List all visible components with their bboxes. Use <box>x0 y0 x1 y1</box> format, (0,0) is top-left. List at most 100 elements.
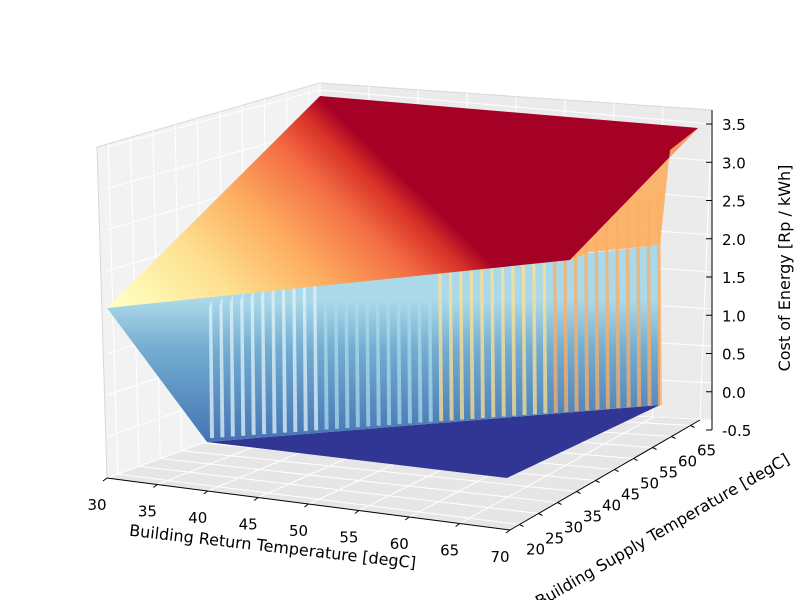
wall-stripe <box>323 271 329 430</box>
x-tick-label: 60 <box>390 535 409 553</box>
wall-stripe <box>469 236 475 419</box>
x-tick-label: 45 <box>239 516 258 534</box>
wall-stripe <box>636 195 642 407</box>
z-ticks: -0.5 0.0 0.5 1.0 1.5 2.0 2.5 3.0 3.5 <box>706 116 751 440</box>
y-tick-mark <box>519 524 524 527</box>
wall-stripe <box>584 207 590 411</box>
y-tick-mark <box>595 480 600 483</box>
z-axis-label: Cost of Energy [Rp / kWh] <box>775 165 794 372</box>
wall-stripe <box>479 233 485 419</box>
y-tick-label: 30 <box>564 519 583 537</box>
wall-stripe <box>354 264 360 428</box>
y-tick-mark <box>671 436 676 439</box>
y-tick-mark <box>690 425 695 428</box>
x-tick-mark <box>455 523 460 527</box>
wall-stripe <box>594 205 600 410</box>
y-tick-label: 60 <box>678 453 697 471</box>
wall-stripe <box>344 266 350 429</box>
x-tick-mark <box>253 497 259 501</box>
wall-stripe <box>542 218 548 414</box>
y-tick-label: 25 <box>545 530 564 548</box>
floor-grid-line <box>181 450 577 492</box>
surface <box>107 96 698 478</box>
x-tick-mark <box>354 510 360 514</box>
y-tick-label: 20 <box>526 541 545 559</box>
wall-stripe <box>281 282 287 433</box>
wall-stripe <box>219 297 225 438</box>
wall-stripe <box>386 256 392 425</box>
z-tick-label: 0.0 <box>722 384 746 402</box>
y-axis-line <box>509 419 701 531</box>
y-tick-mark <box>614 469 619 472</box>
wall-stripe <box>229 294 235 437</box>
z-tick-label: 0.5 <box>722 346 746 364</box>
back-grid-line <box>319 89 713 125</box>
wall-stripe <box>292 279 298 432</box>
wall-stripe <box>302 276 308 432</box>
y-tick-mark <box>652 447 657 450</box>
wall-stripe <box>459 238 465 420</box>
surface-floor <box>207 405 660 478</box>
wall-stripe <box>427 246 433 422</box>
x-tick-mark <box>153 484 158 488</box>
y-tick-label: 50 <box>640 475 659 493</box>
wall-stripe <box>365 261 371 427</box>
x-tick-label: 30 <box>87 496 106 514</box>
wall-stripe <box>573 210 579 412</box>
wall-stripe <box>563 213 569 412</box>
z-tick-label: 2.0 <box>722 231 746 249</box>
x-tick-mark <box>505 529 511 534</box>
wall-stripes <box>209 190 662 438</box>
wall-stripe <box>531 220 537 415</box>
wall-stripe <box>490 230 496 418</box>
wall-stripe <box>375 259 381 426</box>
wall-stripe <box>438 243 444 422</box>
floor-grid-line <box>117 473 520 525</box>
wall-stripe <box>511 225 517 416</box>
y-tick-label: 45 <box>621 486 640 504</box>
wall-stripe <box>313 274 319 431</box>
floor-grid-line <box>160 458 558 503</box>
z-tick-label: 3.0 <box>722 154 746 172</box>
surface-wall <box>107 245 660 442</box>
z-tick-label: 3.5 <box>722 116 746 134</box>
wall-stripe <box>448 241 454 421</box>
wall-stripe <box>552 215 558 413</box>
x-tick-label: 55 <box>339 529 358 547</box>
wall-stripe <box>240 292 246 436</box>
x-tick-mark <box>404 516 410 521</box>
wall-stripe <box>396 253 402 425</box>
y-tick-label: 65 <box>697 442 716 460</box>
y-tick-mark <box>576 491 581 494</box>
y-tick-mark <box>557 502 562 505</box>
y-tick-label: 40 <box>602 497 621 515</box>
x-axis-label: Building Return Temperature [degC] <box>128 521 417 573</box>
y-tick-label: 55 <box>659 464 678 482</box>
left-grid-line <box>106 89 321 148</box>
wall-stripe <box>209 300 214 438</box>
surface-upper-wall <box>570 128 698 260</box>
wall-stripe <box>604 202 610 409</box>
x-tick-mark <box>203 490 209 495</box>
x-tick-label: 70 <box>490 548 509 566</box>
x-tick-label: 50 <box>289 522 308 540</box>
wall-stripe <box>250 289 256 435</box>
z-tick-label: 1.5 <box>722 269 746 287</box>
x-tick-mark <box>102 477 108 482</box>
surface-top <box>107 96 698 308</box>
floor-grid-line <box>138 465 539 514</box>
wall-stripe <box>261 287 267 435</box>
back-grid-line <box>699 109 713 421</box>
wall-stripe <box>417 248 423 423</box>
wall-stripe <box>521 223 527 415</box>
z-tick-label: -0.5 <box>722 422 751 440</box>
wall-stripe <box>406 251 412 424</box>
x-ticks: 30 35 40 45 50 55 60 65 70 <box>87 477 511 566</box>
wall-stripe <box>615 200 621 409</box>
z-tick-label: 1.0 <box>722 307 746 325</box>
y-tick-label: 35 <box>583 508 602 526</box>
wall-stripe <box>271 284 277 434</box>
wall-stripe <box>334 269 340 429</box>
